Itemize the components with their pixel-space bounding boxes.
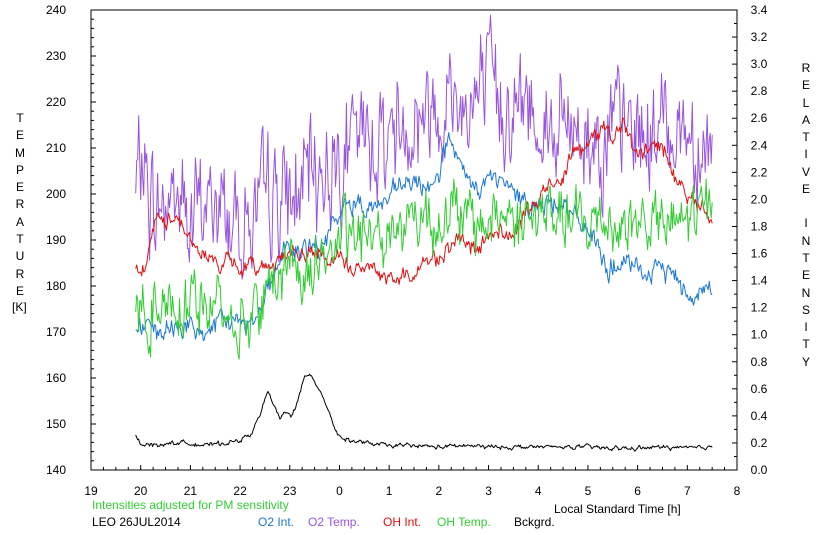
legend-bckgrd: Bckgrd. — [514, 515, 555, 529]
y-right-tick-label: 0.6 — [751, 382, 768, 396]
x-tick-label: 1 — [386, 484, 393, 498]
legend-oh-temp: OH Temp. — [437, 515, 491, 529]
left-axis-units: [K] — [12, 300, 27, 314]
y-right-tick-label: 1.2 — [751, 301, 768, 315]
y-left-tick-label: 220 — [46, 95, 66, 109]
y-right-tick-label: 0.0 — [751, 463, 768, 477]
y-right-tick-label: 1.0 — [751, 328, 768, 342]
x-tick-label: 2 — [436, 484, 443, 498]
legend-o2-temp: O2 Temp. — [308, 515, 360, 529]
legend-o2-int: O2 Int. — [258, 515, 295, 529]
y-left-tick-label: 240 — [46, 3, 66, 17]
y-right-tick-label: 0.4 — [751, 409, 768, 423]
x-tick-label: 22 — [233, 484, 247, 498]
series-line-oh-temp — [135, 178, 713, 360]
x-tick-label: 21 — [184, 484, 198, 498]
y-right-tick-label: 1.8 — [751, 219, 768, 233]
y-right-tick-label: 0.8 — [751, 355, 768, 369]
x-tick-label: 8 — [734, 484, 741, 498]
series-line-oh-int — [135, 117, 713, 285]
x-tick-label: 0 — [336, 484, 343, 498]
y-right-tick-label: 0.2 — [751, 436, 768, 450]
y-left-tick-label: 140 — [46, 463, 66, 477]
x-tick-label: 5 — [585, 484, 592, 498]
y-right-tick-label: 1.4 — [751, 274, 768, 288]
x-tick-label: 20 — [134, 484, 148, 498]
x-tick-label: 6 — [634, 484, 641, 498]
site-date: LEO 26JUL2014 — [92, 515, 181, 529]
y-right-tick-label: 2.2 — [751, 165, 768, 179]
y-left-tick-label: 180 — [46, 279, 66, 293]
plot-frame — [90, 9, 738, 471]
y-right-tick-label: 3.2 — [751, 30, 768, 44]
x-axis-title: Local Standard Time [h] — [554, 502, 681, 516]
y-left-tick-label: 200 — [46, 187, 66, 201]
y-right-tick-label: 1.6 — [751, 247, 768, 261]
y-right-tick-label: 2.8 — [751, 84, 768, 98]
sensitivity-note: Intensities adjusted for PM sensitivity — [92, 498, 289, 512]
y-right-tick-label: 2.4 — [751, 138, 768, 152]
y-right-tick-label: 3.0 — [751, 57, 768, 71]
x-tick-label: 3 — [485, 484, 492, 498]
y-left-tick-label: 230 — [46, 49, 66, 63]
y-left-tick-label: 210 — [46, 141, 66, 155]
y-right-tick-label: 2.0 — [751, 192, 768, 206]
y-left-tick-label: 190 — [46, 233, 66, 247]
x-tick-label: 19 — [84, 484, 98, 498]
y-left-tick-label: 170 — [46, 325, 66, 339]
y-right-tick-label: 3.4 — [751, 3, 768, 17]
legend-oh-int: OH Int. — [383, 515, 422, 529]
y-left-tick-label: 150 — [46, 417, 66, 431]
y-right-tick-label: 2.6 — [751, 111, 768, 125]
series-line-o2-temp — [135, 14, 713, 280]
x-tick-label: 4 — [535, 484, 542, 498]
y-left-tick-label: 160 — [46, 371, 66, 385]
series-line-bckgrd — [135, 373, 713, 452]
x-tick-label: 23 — [283, 484, 297, 498]
x-tick-label: 7 — [684, 484, 691, 498]
